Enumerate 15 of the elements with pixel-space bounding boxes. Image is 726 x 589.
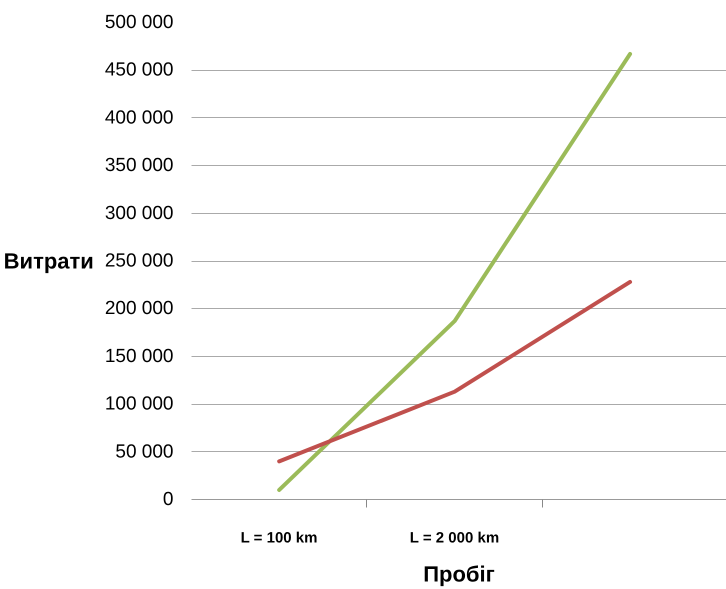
y-tick-label: 250 000 [104,250,174,272]
y-tick-label: 500 000 [104,12,174,33]
y-tick-label: 200 000 [104,298,174,320]
y-tick-label: 100 000 [104,394,174,415]
y-tick-label: 50 000 [115,441,174,462]
x-axis-title: Пробіг [423,562,495,586]
x-tick-label: L = 2 000 km [410,530,500,546]
y-tick-label: 300 000 [104,202,174,224]
y-tick-label: 0 [162,489,174,510]
y-tick-label: 350 000 [104,155,174,176]
x-tick-label: L = 100 km [240,530,318,546]
y-tick-label: 150 000 [104,346,174,367]
y-axis-title: Витрати [4,248,94,274]
y-tick-label: 400 000 [104,107,174,128]
y-tick-label: 450 000 [104,60,174,81]
